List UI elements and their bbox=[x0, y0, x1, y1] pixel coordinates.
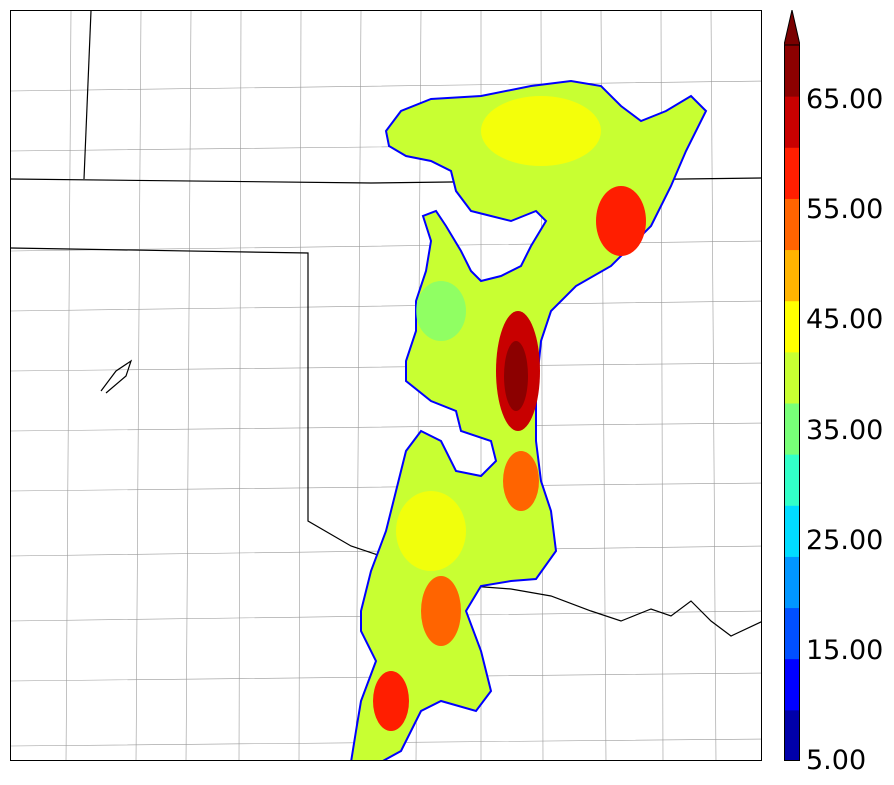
colorbar-tick-label: 55.00 bbox=[806, 194, 884, 226]
reflectivity-map bbox=[11, 11, 761, 760]
colorbar-tick-label: 65.00 bbox=[806, 84, 884, 116]
yellow-w bbox=[416, 281, 466, 341]
colorbar-segment bbox=[784, 198, 800, 251]
colorbar-segment bbox=[784, 249, 800, 302]
colorbar-tick-label: 5.00 bbox=[806, 745, 867, 776]
colorbar-segment bbox=[784, 505, 800, 557]
core-north bbox=[596, 186, 646, 256]
colorbar-tick-label: 25.00 bbox=[806, 524, 884, 556]
colorbar-segment bbox=[784, 454, 800, 506]
colorbar-outline bbox=[784, 44, 800, 761]
core-mid bbox=[503, 451, 539, 511]
yellow-n bbox=[481, 96, 601, 166]
colorbar-segment bbox=[784, 300, 800, 353]
colorbar-segment bbox=[784, 709, 800, 761]
colorbar-extend-arrow bbox=[784, 10, 800, 46]
map-panel bbox=[10, 10, 762, 761]
yellow-s bbox=[396, 491, 466, 571]
colorbar-tick-label: 35.00 bbox=[806, 414, 884, 446]
colorbar-segment bbox=[784, 96, 800, 148]
core-sw bbox=[373, 671, 409, 731]
colorbar-tick-label: 15.00 bbox=[806, 634, 884, 666]
core-main-inner bbox=[504, 341, 528, 411]
reflectivity-field bbox=[350, 79, 708, 760]
core-south bbox=[421, 576, 461, 646]
colorbar-segment bbox=[784, 403, 800, 455]
colorbar-segment bbox=[784, 351, 800, 404]
colorbar-segment bbox=[784, 607, 800, 660]
colorbar-segment bbox=[784, 658, 800, 711]
colorbar-segment bbox=[784, 147, 800, 199]
colorbar-tick-label: 45.00 bbox=[806, 304, 884, 336]
colorbar-segment bbox=[784, 45, 800, 97]
colorbar-segment bbox=[784, 556, 800, 609]
colorbar bbox=[784, 10, 800, 761]
